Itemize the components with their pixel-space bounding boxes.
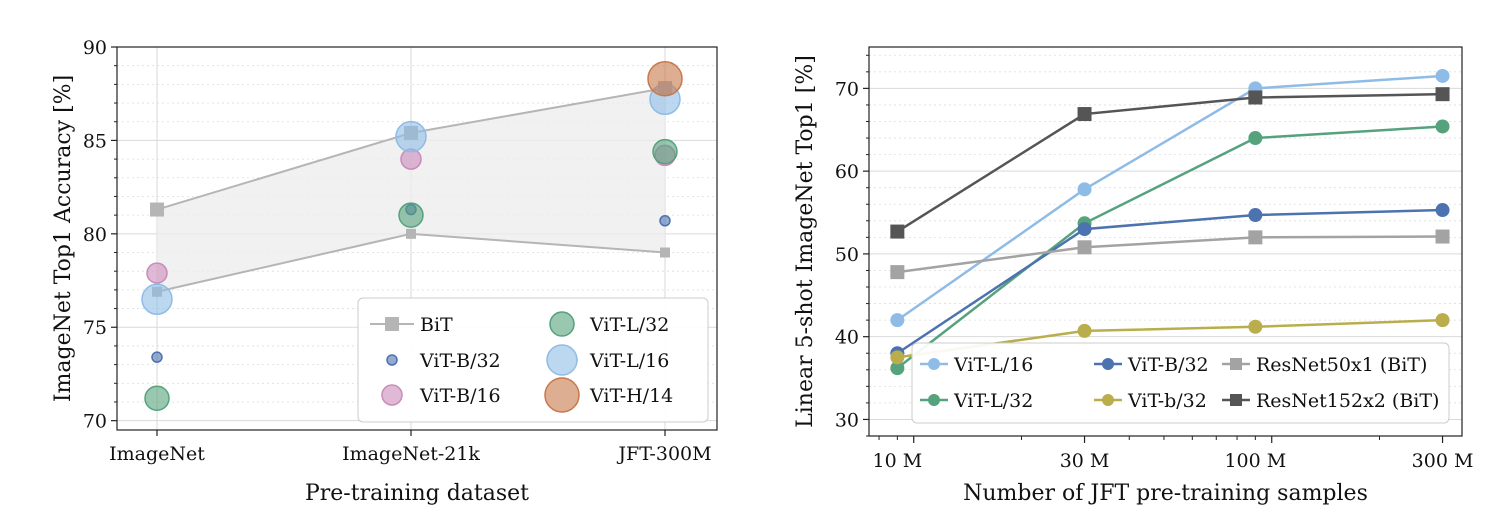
legend-label: ViT-L/32	[589, 314, 669, 336]
y-tick-label: 75	[83, 317, 107, 339]
legend-label: ViT-H/14	[589, 385, 673, 407]
legend-marker-resnet50x1-bit	[1230, 358, 1242, 370]
legend-label: ViT-L/32	[953, 390, 1033, 412]
point-vit-b-32	[1077, 222, 1092, 237]
bit-lower-point	[406, 228, 416, 239]
legend-marker-vit-b-32	[1102, 358, 1114, 370]
legend-label: BiT	[420, 314, 453, 336]
point-vit-b-32	[890, 350, 905, 365]
point-vit-l-16	[395, 120, 427, 153]
bit-lower-point	[660, 247, 670, 258]
legend-label: ViT-L/16	[953, 354, 1033, 376]
y-tick-label: 85	[83, 130, 107, 152]
point-vit-b-32	[1248, 208, 1263, 223]
legend-marker-vit-l-32	[928, 394, 940, 406]
point-vit-b-32	[1435, 203, 1450, 218]
legend-marker-vit-h-14	[544, 377, 580, 413]
point-resnet50x1-bit	[1248, 230, 1263, 245]
point-vit-l-32	[1435, 119, 1450, 134]
legend-frame	[357, 297, 709, 423]
legend-label: ViT-b/32	[1127, 390, 1207, 412]
point-vit-h-14	[647, 61, 683, 97]
point-resnet50x1-bit	[1077, 240, 1092, 255]
point-vit-b-32	[1435, 313, 1450, 328]
point-vit-b-32	[1077, 323, 1092, 338]
legend-marker-vit-b-32	[386, 354, 398, 366]
legend: BiT ViT-L/32 ViT-B/32 ViT-L/16 ViT-B/16 ViT-H…	[357, 297, 709, 423]
y-tick-label: 80	[83, 224, 107, 246]
y-tick-label: 50	[835, 244, 859, 266]
x-tick-label: JFT-300M	[616, 443, 711, 465]
line-resnet50x1-bit	[897, 235, 1443, 274]
point-vit-b-32	[1248, 319, 1263, 334]
point-resnet152x2-bit	[1077, 107, 1092, 122]
point-vit-l-16	[1077, 182, 1092, 197]
bit-upper-point	[150, 202, 164, 217]
point-resnet50x1-bit	[890, 265, 905, 280]
point-resnet152x2-bit	[1435, 87, 1450, 102]
legend-marker-vit-b-32	[1102, 394, 1114, 406]
legend-marker-vit-l-32	[549, 311, 575, 337]
line-vit-l-32	[896, 125, 1443, 370]
point-vit-l-32	[144, 385, 170, 411]
legend-label: ViT-B/16	[419, 385, 501, 407]
x-axis-label: Pre-training dataset	[305, 481, 529, 506]
point-resnet152x2-bit	[890, 224, 905, 239]
point-vit-b-32	[151, 351, 163, 363]
y-axis-label: ImageNet Top1 Accuracy [%]	[51, 75, 76, 402]
y-tick-label: 70	[83, 411, 107, 433]
legend: ViT-L/16 ViT-B/32 ResNet50x1 (BiT) ViT-L/32…	[911, 342, 1450, 424]
y-axis-label: Linear 5-shot ImageNet Top1 [%]	[793, 55, 818, 428]
x-tick-label: ImageNet	[109, 443, 205, 465]
point-resnet50x1-bit	[1435, 229, 1450, 244]
legend-marker-vit-l-16	[928, 358, 940, 370]
x-tick-label: 30 M	[1060, 450, 1110, 472]
chart-2: 30 40 50 60 70 10 M 30 M 100 M 300 M Number of JF…	[793, 46, 1474, 506]
x-axis-label: Number of JFT pre-training samples	[963, 481, 1368, 506]
chart-1: 70 75 80 85 90 ImageNet ImageNet-21k JFT-300M Pr…	[51, 37, 718, 506]
legend-label: ViT-B/32	[1127, 354, 1209, 376]
point-vit-b-16	[146, 262, 168, 284]
y-tick-label: 40	[835, 327, 859, 349]
x-tick-label: 100 M	[1224, 450, 1286, 472]
point-vit-l-32	[652, 138, 678, 165]
legend-label: ResNet50x1 (BiT)	[1256, 354, 1427, 376]
x-tick-label: ImageNet-21k	[342, 443, 480, 465]
plot-frame	[116, 46, 718, 431]
legend-label: ViT-L/16	[589, 350, 669, 372]
point-vit-l-32	[398, 202, 424, 228]
line-vit-b-32	[896, 208, 1443, 355]
legend-frame	[911, 342, 1450, 424]
legend-marker-bit	[385, 317, 399, 331]
bit-band-fill	[157, 88, 665, 292]
point-vit-l-32	[890, 361, 905, 376]
y-tick-label: 60	[835, 161, 859, 183]
point-vit-l-32	[1248, 131, 1263, 146]
legend-marker-resnet152x2-bit	[1230, 394, 1242, 406]
line-vit-l-16	[896, 74, 1443, 322]
x-tick-label: 10 M	[873, 450, 923, 472]
point-vit-b-32	[659, 215, 671, 227]
legend-marker-vit-b-16	[381, 384, 403, 406]
legend-marker-vit-l-16	[546, 344, 578, 376]
point-vit-l-16	[890, 313, 905, 328]
legend-label: ResNet152x2 (BiT)	[1256, 390, 1439, 412]
line-resnet152x2-bit	[896, 92, 1443, 233]
x-tick-label: 300 M	[1412, 450, 1474, 472]
point-vit-l-16	[1435, 68, 1450, 83]
point-vit-l-16	[141, 283, 173, 315]
point-resnet152x2-bit	[1248, 90, 1263, 105]
legend-label: ViT-B/32	[419, 350, 501, 372]
y-tick-label: 90	[83, 37, 107, 59]
plot-frame	[868, 46, 1463, 437]
y-tick-label: 70	[835, 78, 859, 100]
y-tick-label: 30	[835, 409, 859, 431]
